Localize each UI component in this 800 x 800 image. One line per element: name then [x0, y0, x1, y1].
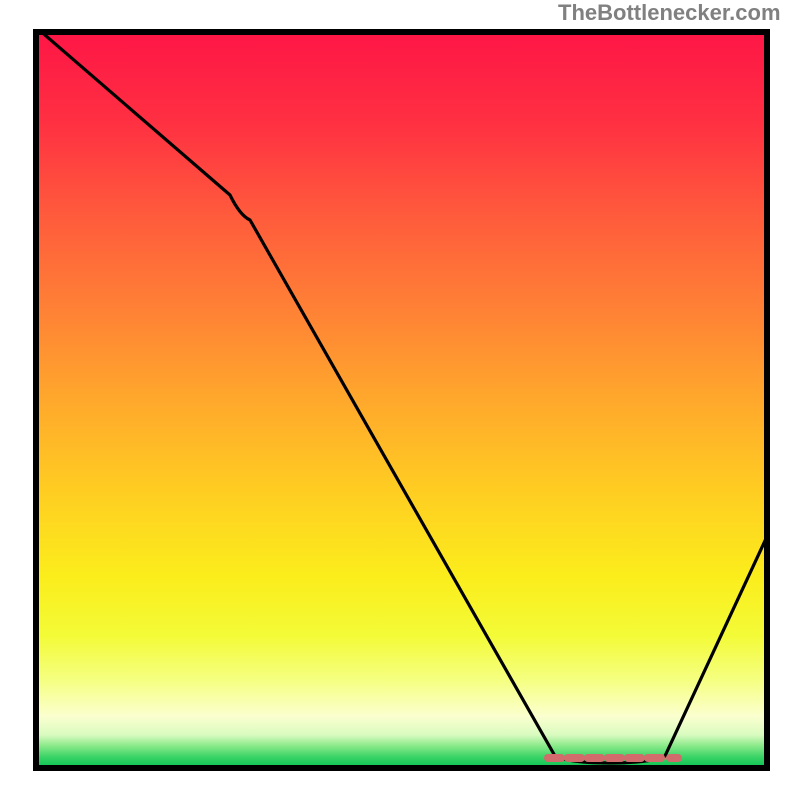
plot-area: [36, 29, 770, 768]
watermark-text: TheBottlenecker.com: [558, 0, 781, 26]
chart-svg: [0, 0, 800, 800]
gradient-background: [36, 32, 767, 768]
